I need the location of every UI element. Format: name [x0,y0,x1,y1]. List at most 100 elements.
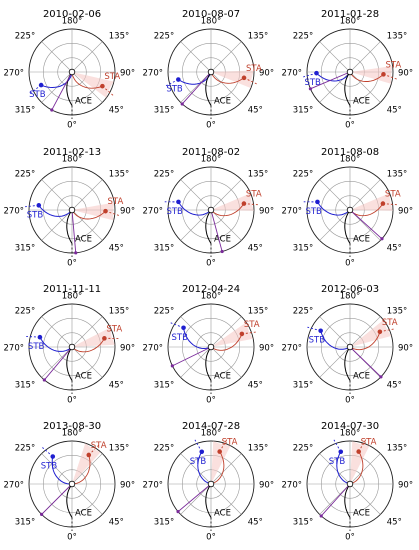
angle-label: 135° [387,444,407,454]
grid-spoke [180,209,212,241]
sta-wedge [72,443,101,484]
angle-label: 315° [15,105,35,115]
grid-spoke [349,453,381,485]
event-line [51,71,73,111]
sta-field-line [74,338,105,353]
grid-spoke [210,41,242,73]
angle-label: 270° [4,481,24,491]
angle-label: 135° [248,170,268,180]
event-line [177,483,212,512]
sta-marker [381,72,386,77]
stb-field-line [336,451,348,484]
stb-field-line [38,204,71,217]
event-line [44,346,73,381]
angle-label: 90° [120,344,135,354]
stb-marker [318,328,323,334]
event-marker [319,514,323,518]
stb-label: STB [27,210,44,220]
ace-field-line [344,212,351,244]
stb-field-line [39,336,70,352]
ace-field-line [205,74,212,106]
sta-marker [100,83,105,89]
grid-spoke [41,179,73,211]
sta-dashed [219,437,229,452]
angle-label: 135° [109,307,129,317]
angle-label: 0° [345,396,355,406]
grid-spoke [71,41,103,73]
angle-label: 90° [398,481,413,491]
angle-label: 0° [67,533,77,543]
sta-field-line [351,203,384,217]
sun-marker [207,206,215,214]
sun-marker [68,480,76,488]
stb-marker [176,77,181,82]
sun-marker [346,480,354,488]
angle-label: 315° [154,380,174,390]
sta-label: STA [382,318,398,328]
angle-label: 90° [120,481,135,491]
sun-marker [207,343,215,351]
stb-field-line [178,201,209,216]
sta-label: STA [244,320,260,330]
stb-label: STB [305,207,322,217]
panel-title: 2011-01-28 [321,9,379,20]
angle-label: 225° [293,444,313,454]
panel-title: 2010-08-07 [182,9,240,20]
ace-label: ACE [75,97,92,107]
angle-label: 180° [201,155,221,165]
sta-dashed [358,437,368,452]
angle-label: 315° [154,105,174,115]
angle-label: 270° [282,344,302,354]
sta-field-line [352,331,381,351]
sta-label: STA [246,190,262,200]
grid-spoke [71,209,103,241]
event-marker [74,251,78,255]
ace-label: ACE [214,509,231,519]
stb-marker [36,203,42,208]
ace-field-line [344,349,351,381]
event-line [172,346,212,367]
stb-marker [181,325,186,331]
event-line [310,71,351,90]
stb-marker [176,199,181,205]
angle-label: 225° [15,170,35,180]
stb-marker [199,449,205,455]
angle-label: 270° [282,69,302,79]
event-marker [176,510,180,514]
grid-spoke [71,179,103,211]
angle-label: 135° [109,32,129,42]
stb-field-line [40,74,72,89]
event-marker [220,249,224,254]
grid-spoke [349,316,381,348]
event-line [41,483,73,515]
angle-label: 135° [109,170,129,180]
panel-title: 2012-04-24 [182,284,240,295]
angle-label: 315° [154,517,174,527]
stb-label: STB [166,207,183,217]
grid-spoke [180,483,212,515]
ace-label: ACE [353,97,370,107]
angle-label: 270° [282,481,302,491]
stb-label: STB [309,336,326,346]
sta-wedge [350,319,392,347]
angle-label: 180° [340,292,360,302]
angle-label: 180° [62,17,82,27]
grid-spoke [180,179,212,211]
grid-spoke [180,453,212,485]
sta-marker [86,452,92,458]
sta-label: STA [91,441,107,451]
sun-marker [346,68,354,76]
sta-wedge [72,72,114,98]
event-line [71,209,77,253]
stb-field-line [320,330,348,350]
event-marker [39,512,44,517]
angle-label: 45° [109,243,124,253]
sta-field-line [213,333,243,351]
angle-label: 225° [15,444,35,454]
stb-marker [314,70,319,76]
sta-wedge [350,66,393,84]
angle-label: 135° [387,307,407,317]
